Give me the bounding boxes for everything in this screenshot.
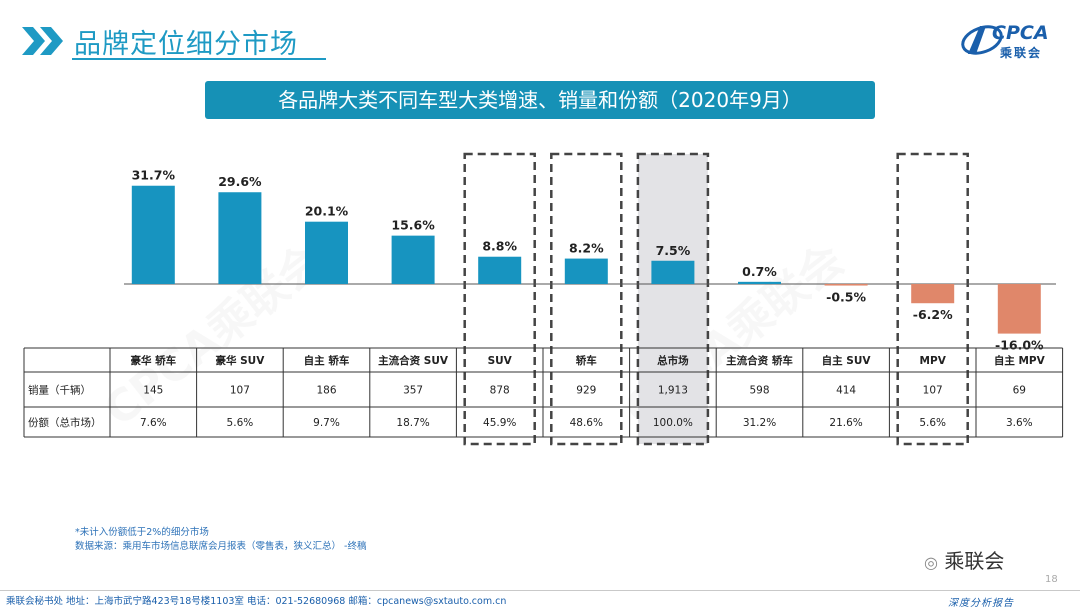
table-cell: 3.6% — [1006, 417, 1033, 429]
table-cell: 929 — [576, 385, 596, 397]
table-cell: 1,913 — [658, 385, 688, 397]
data-label: 8.8% — [482, 239, 517, 254]
table-cell: 357 — [403, 385, 423, 397]
highlight-box — [896, 152, 969, 446]
table-cell: 7.6% — [140, 417, 167, 429]
bar — [305, 221, 348, 284]
table-cell: 31.2% — [743, 417, 776, 429]
data-label: 8.2% — [569, 241, 604, 256]
category-label: 主流合资 轿车 — [726, 354, 793, 367]
footnote-exclusion: *未计入份额低于2%的细分市场 — [75, 527, 209, 538]
category-label: SUV — [488, 355, 513, 367]
chart-title: 各品牌大类不同车型大类增速、销量和份额（2020年9月） — [205, 81, 875, 119]
logo-text: CPCA — [992, 22, 1049, 44]
table-cell: 9.7% — [313, 417, 340, 429]
category-label: 自主 MPV — [994, 354, 1046, 367]
table-cell: 45.9% — [483, 417, 516, 429]
footnote-source: 数据来源：乘用车市场信息联席会月报表（零售表，狭义汇总） -终稿 — [75, 541, 367, 552]
data-label: 31.7% — [132, 168, 176, 183]
table-row-label: 销量（千辆） — [28, 384, 91, 397]
table-cell: 145 — [143, 385, 163, 397]
data-label: 0.7% — [742, 264, 777, 279]
wechat-icon: ◎ — [924, 553, 938, 572]
footnotes: *未计入份额低于2%的细分市场 数据来源：乘用车市场信息联席会月报表（零售表，狭… — [75, 526, 366, 554]
data-label: -0.5% — [826, 290, 866, 305]
category-label: MPV — [920, 355, 947, 367]
cpca-logo-icon — [961, 25, 1003, 55]
table-cell: 598 — [749, 385, 769, 397]
table-cell: 107 — [923, 385, 943, 397]
page-title: 品牌定位细分市场 — [74, 29, 298, 60]
data-label: -6.2% — [913, 307, 953, 322]
bar — [738, 281, 781, 284]
chevron-right-icon — [22, 27, 63, 55]
bar — [478, 256, 522, 284]
category-label: 豪华 轿车 — [130, 354, 176, 367]
bar — [911, 284, 955, 304]
header: 品牌定位细分市场 CPCA 乘联会 — [0, 0, 1080, 70]
footer-slogan: 深度分析报告 — [948, 598, 1014, 609]
data-label: -16.0% — [995, 338, 1044, 353]
table-cell: 48.6% — [570, 417, 603, 429]
bar — [824, 284, 868, 286]
highlight-box — [636, 152, 710, 446]
logo-cn-text: 乘联会 — [1000, 46, 1043, 60]
footer-divider — [0, 590, 1080, 591]
category-label: 自主 轿车 — [304, 354, 350, 367]
data-label: 29.6% — [218, 174, 262, 189]
table-row-label: 份额（总市场） — [28, 416, 102, 429]
highlight-box — [550, 152, 623, 446]
category-label: 自主 SUV — [822, 354, 872, 367]
category-label: 轿车 — [576, 354, 597, 367]
table-cell: 186 — [316, 385, 336, 397]
bar — [651, 260, 695, 284]
table-cell: 5.6% — [227, 417, 254, 429]
bar — [997, 284, 1041, 334]
data-label: 7.5% — [656, 243, 691, 258]
category-label: 豪华 SUV — [215, 354, 265, 367]
category-label: 主流合资 SUV — [378, 354, 449, 367]
table-cell: 18.7% — [396, 417, 429, 429]
table-cell: 878 — [490, 385, 510, 397]
table-cell: 100.0% — [653, 417, 693, 429]
wechat-name: 乘联会 — [944, 549, 1005, 573]
highlight-box — [463, 152, 536, 446]
category-label: 总市场 — [657, 354, 689, 367]
bar — [564, 258, 608, 284]
highlight-shade — [637, 154, 708, 444]
footer-address: 乘联会秘书处 地址：上海市武宁路423号18号楼1103室 电话：021-526… — [6, 596, 507, 607]
bar — [218, 192, 262, 284]
data-label: 20.1% — [305, 204, 349, 219]
table-cell: 414 — [836, 385, 856, 397]
bar — [131, 185, 175, 284]
page-number: 18 — [1045, 574, 1058, 585]
table-cell: 5.6% — [919, 417, 946, 429]
table-cell: 69 — [1013, 385, 1026, 397]
title-underline — [72, 58, 326, 60]
table-cell: 107 — [230, 385, 250, 397]
bar-chart: 31.7% 29.6% 20.1% 15.6% 8.8% 8.2% 7.5% 0.7% -0.5… — [23, 152, 1064, 446]
wechat-brand: ◎ 乘联会 — [924, 545, 1004, 574]
data-label: 15.6% — [391, 218, 435, 233]
table-cell: 21.6% — [829, 417, 862, 429]
bar — [391, 235, 435, 284]
